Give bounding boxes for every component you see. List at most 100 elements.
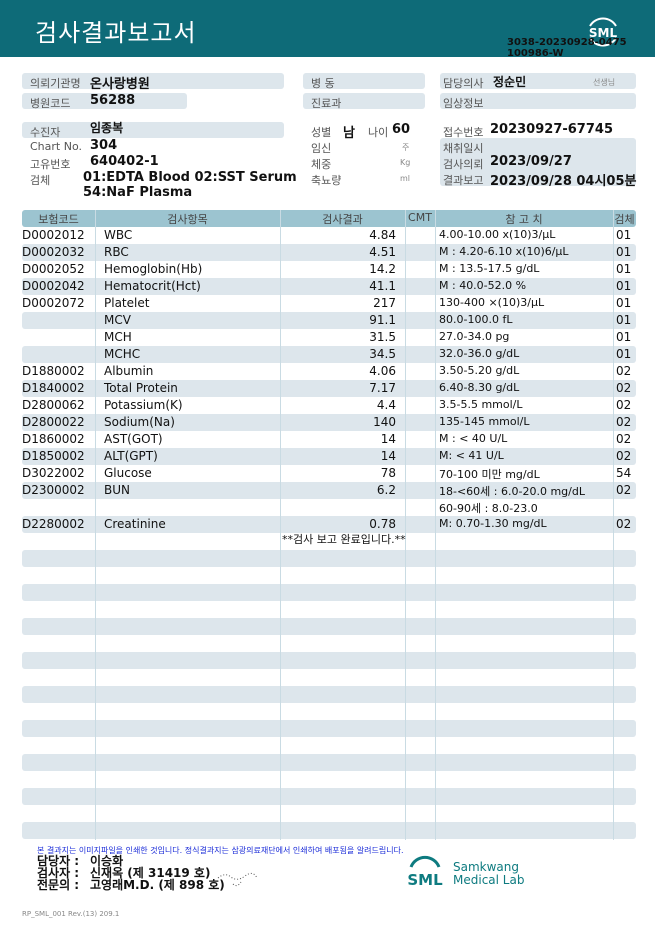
table-row: D0002012 WBC 4.84 4.00-10.00 x(10)3/μL 01	[22, 227, 636, 244]
receipt-value: 20230927-67745	[490, 122, 613, 137]
result-cell: 6.2	[376, 483, 396, 497]
specimen-cell: 02	[616, 364, 632, 378]
reference-cell: M : 40.0-52.0 %	[439, 279, 527, 292]
specimen-value-1: 01:EDTA Blood 02:SST Serum	[83, 170, 297, 185]
urine-unit: ml	[400, 174, 411, 183]
result-cell: 78	[380, 466, 396, 480]
item-cell: BUN	[104, 483, 130, 497]
result-cell: 4.84	[369, 228, 396, 242]
item-cell: Platelet	[104, 296, 150, 310]
table-row: D0002052 Hemoglobin(Hb) 14.2 M : 13.5-17.5 …	[22, 261, 636, 278]
item-cell: Sodium(Na)	[104, 415, 175, 429]
code-cell: D1850002	[22, 449, 85, 463]
specimen-cell: 01	[616, 347, 632, 361]
manager-value: 이승화	[90, 854, 124, 868]
hospital-code-label: 병원코드	[30, 97, 71, 110]
result-cell: 4.51	[369, 245, 396, 259]
specimen-cell: 01	[616, 245, 632, 259]
empty-row	[22, 618, 636, 635]
lab-name: Samkwang Medical Lab	[453, 860, 525, 887]
item-cell: ALT(GPT)	[104, 449, 158, 463]
item-cell: MCHC	[104, 347, 141, 361]
reference-cell: 80.0-100.0 fL	[439, 313, 513, 326]
table-row: MCV 91.1 80.0-100.0 fL 01	[22, 312, 636, 329]
empty-row	[22, 805, 636, 822]
code-cell: D0002052	[22, 262, 85, 276]
tester-label: 검사자 :	[37, 866, 80, 880]
doctor-label: 담당의사	[443, 77, 484, 90]
specimen-cell: 01	[616, 262, 632, 276]
chart-value: 304	[90, 138, 118, 153]
item-cell: WBC	[104, 228, 133, 242]
col-specimen: 검체	[614, 213, 635, 226]
reference-cell: M : 13.5-17.5 g/dL	[439, 262, 540, 275]
table-header: 보험코드 검사항목 검사결과 CMT 참 고 치 검체	[22, 210, 636, 227]
reference-cell: M: < 41 U/L	[439, 449, 504, 462]
result-cell: 14	[380, 432, 396, 446]
col-cmt: CMT	[408, 211, 432, 224]
specimen-cell: 02	[616, 415, 632, 429]
request-label: 검사의뢰	[443, 158, 484, 171]
tester-value: 신재옥 (제 31419 호)	[90, 866, 211, 880]
preg-unit: 주	[402, 143, 410, 152]
code-cell: D0002072	[22, 296, 85, 310]
hospital-code-value: 56288	[90, 93, 136, 108]
item-cell: MCH	[104, 330, 132, 344]
item-cell: RBC	[104, 245, 129, 259]
empty-row	[22, 686, 636, 703]
form-number: RP_SML_001 Rev.(13) 209.1	[22, 910, 120, 918]
table-row: D3022002 Glucose 78 70-100 미만 mg/dL 54	[22, 465, 636, 482]
urine-label: 축뇨량	[311, 174, 342, 187]
patient-label: 수진자	[30, 126, 61, 139]
reference-cell: 3.50-5.20 g/dL	[439, 364, 520, 377]
result-cell: 91.1	[369, 313, 396, 327]
empty-row	[22, 601, 636, 618]
specimen-cell: 02	[616, 449, 632, 463]
reference-cell: M : < 40 U/L	[439, 432, 508, 445]
weight-label: 체중	[311, 158, 332, 171]
empty-row	[22, 567, 636, 584]
code-cell: D0002012	[22, 228, 85, 242]
dept-label: 진료과	[311, 97, 342, 110]
specimen-cell: 01	[616, 228, 632, 242]
document-number: 3038-20230928-0475 100986-W	[507, 37, 627, 59]
table-row: D2800062 Potassium(K) 4.4 3.5-5.5 mmol/L 02	[22, 397, 636, 414]
svg-text:SML: SML	[407, 871, 443, 889]
specimen-cell: 01	[616, 330, 632, 344]
notice: 본 결과지는 이미지파일을 인쇄한 것입니다. 정식결과지는 삼광의료재단에서 …	[37, 846, 404, 855]
reference-cell: 3.5-5.5 mmol/L	[439, 398, 523, 411]
reference-cell: 32.0-36.0 g/dL	[439, 347, 520, 360]
reference-cell: M : 4.20-6.10 x(10)6/μL	[439, 245, 569, 258]
patient-value: 임종복	[90, 121, 124, 135]
table-row: D0002032 RBC 4.51 M : 4.20-6.10 x(10)6/μL 01	[22, 244, 636, 261]
code-cell: D3022002	[22, 466, 85, 480]
specimen-cell: 02	[616, 483, 632, 497]
empty-row	[22, 822, 636, 839]
empty-row	[22, 771, 636, 788]
empty-row	[22, 635, 636, 652]
doctor-value: 정순민	[493, 75, 527, 89]
result-cell: 217	[373, 296, 396, 310]
col-reference: 참 고 치	[505, 213, 543, 226]
empty-row	[22, 669, 636, 686]
institution-label: 의뢰기관명	[30, 77, 81, 90]
item-cell: Creatinine	[104, 517, 166, 531]
specimen-cell: 01	[616, 296, 632, 310]
result-cell: 4.4	[376, 398, 396, 412]
receipt-label: 접수번호	[443, 126, 484, 139]
result-cell: 140	[373, 415, 396, 429]
empty-row	[22, 652, 636, 669]
sex-label: 성별	[311, 126, 332, 139]
code-cell: D2300002	[22, 483, 85, 497]
header-bar: 검사결과보고서 SML 3038-20230928-0475 100986-W	[0, 0, 655, 59]
code-cell: D1840002	[22, 381, 85, 395]
chart-label: Chart No.	[30, 140, 82, 153]
result-cell: 0.78	[369, 517, 396, 531]
code-cell: D2280002	[22, 517, 85, 531]
table-row: MCH 31.5 27.0-34.0 pg 01	[22, 329, 636, 346]
item-cell: Albumin	[104, 364, 154, 378]
specimen-cell: 01	[616, 313, 632, 327]
specimen-cell: 54	[616, 466, 632, 480]
sml-footer-logo-icon: SML	[407, 855, 443, 889]
specialist-value: 고영래M.D. (제 898 호)	[90, 878, 225, 892]
